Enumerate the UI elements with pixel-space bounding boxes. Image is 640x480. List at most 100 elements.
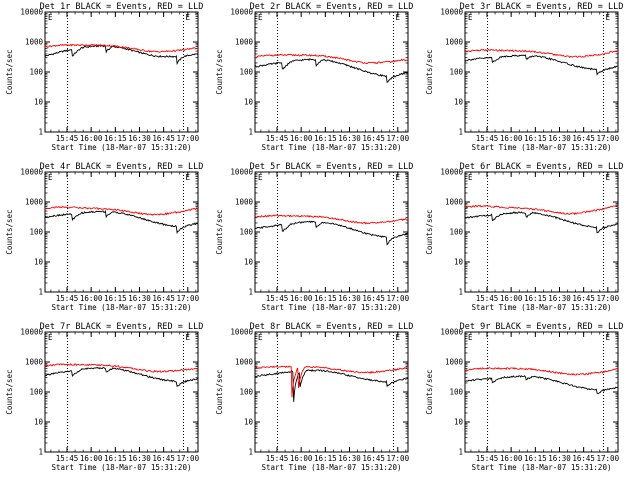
x-tick-label: 16:45: [152, 134, 175, 143]
x-tick-label: 17:00: [387, 454, 410, 463]
x-axis-label: Start Time (18-Mar-07 15:31:20): [52, 463, 192, 472]
y-tick-label: 1000: [25, 38, 44, 47]
marker-label: E: [258, 173, 263, 182]
x-axis-label: Start Time (18-Mar-07 15:31:20): [52, 143, 192, 152]
y-tick-label: 10000: [20, 8, 43, 17]
x-tick-label: 16:30: [338, 134, 361, 143]
x-tick-label: 15:45: [476, 134, 499, 143]
x-axis-label: Start Time (18-Mar-07 15:31:20): [52, 303, 192, 312]
x-tick-label: 16:00: [500, 454, 523, 463]
series-line-lld: [44, 43, 199, 53]
series-line-lld: [44, 362, 199, 373]
x-tick-label: 16:15: [524, 134, 547, 143]
y-tick-label: 100: [29, 228, 43, 237]
x-tick-label: 17:00: [177, 294, 200, 303]
x-tick-label: 16:00: [500, 134, 523, 143]
y-axis-label: Counts/sec: [215, 369, 224, 414]
series-line-events: [254, 220, 409, 246]
x-tick-label: 17:00: [177, 454, 200, 463]
x-tick-label: 15:45: [476, 454, 499, 463]
x-tick-label: 16:45: [362, 134, 385, 143]
x-tick-label: 16:00: [80, 454, 103, 463]
x-tick-label: 17:00: [597, 294, 620, 303]
y-tick-label: 10: [454, 418, 464, 427]
series-line-lld: [464, 204, 619, 216]
y-axis-label: Counts/sec: [215, 209, 224, 254]
y-tick-label: 10000: [440, 8, 463, 17]
x-tick-label: 15:45: [476, 294, 499, 303]
y-tick-label: 100: [449, 228, 463, 237]
y-tick-label: 100: [239, 388, 253, 397]
x-axis-label: Start Time (18-Mar-07 15:31:20): [262, 303, 402, 312]
y-axis-label: Counts/sec: [5, 209, 14, 254]
y-tick-label: 1000: [445, 358, 464, 367]
y-tick-label: 10: [454, 98, 464, 107]
marker-label: E: [186, 333, 191, 342]
y-tick-label: 1000: [445, 38, 464, 47]
y-tick-label: 1: [248, 128, 253, 137]
x-tick-label: 16:15: [524, 294, 547, 303]
x-tick-label: 16:15: [524, 454, 547, 463]
y-tick-label: 1000: [235, 198, 254, 207]
y-tick-label: 1: [458, 288, 463, 297]
chart-title: Det 3r BLACK = Events, RED = LLD: [460, 2, 624, 12]
x-tick-label: 16:15: [104, 134, 127, 143]
y-tick-label: 10: [34, 258, 44, 267]
x-tick-label: 16:00: [500, 294, 523, 303]
series-line-events: [464, 54, 619, 76]
x-tick-label: 16:45: [362, 454, 385, 463]
y-tick-label: 10: [244, 98, 254, 107]
y-axis-label: Counts/sec: [215, 49, 224, 94]
y-tick-label: 10000: [230, 168, 253, 177]
y-axis-label: Counts/sec: [425, 49, 434, 94]
x-tick-label: 17:00: [177, 134, 200, 143]
y-tick-label: 1: [248, 448, 253, 457]
x-axis-label: Start Time (18-Mar-07 15:31:20): [262, 143, 402, 152]
marker-label: E: [396, 173, 401, 182]
y-tick-label: 10: [244, 418, 254, 427]
marker-label: E: [606, 333, 611, 342]
chart-panel-9: Det 9r BLACK = Events, RED = LLD 1 10 100 10…: [425, 322, 623, 472]
y-tick-label: 1000: [25, 198, 44, 207]
x-tick-label: 15:45: [266, 454, 289, 463]
y-tick-label: 1: [38, 288, 43, 297]
series-line-lld: [44, 205, 198, 216]
y-tick-label: 1000: [235, 358, 254, 367]
marker-label: E: [186, 13, 191, 22]
y-tick-label: 1: [458, 128, 463, 137]
y-axis-label: Counts/sec: [425, 369, 434, 414]
y-tick-label: 100: [239, 68, 253, 77]
y-tick-label: 10: [34, 98, 44, 107]
x-tick-label: 16:45: [152, 454, 175, 463]
series-line-events: [464, 375, 619, 394]
marker-label: E: [468, 333, 473, 342]
marker-label: E: [606, 13, 611, 22]
y-tick-label: 10000: [440, 328, 463, 337]
marker-label: E: [258, 13, 263, 22]
marker-label: E: [48, 173, 53, 182]
x-tick-label: 16:30: [548, 294, 571, 303]
x-tick-label: 16:30: [128, 454, 151, 463]
y-tick-label: 1: [38, 448, 43, 457]
chart-panel-4: Det 4r BLACK = Events, RED = LLD 1 10 100 10…: [5, 162, 203, 312]
chart-title: Det 6r BLACK = Events, RED = LLD: [460, 162, 624, 172]
y-tick-label: 10000: [440, 168, 463, 177]
x-tick-label: 15:45: [266, 134, 289, 143]
y-tick-label: 1: [248, 288, 253, 297]
y-tick-label: 100: [449, 388, 463, 397]
x-tick-label: 15:45: [56, 134, 79, 143]
y-tick-label: 100: [239, 228, 253, 237]
x-tick-label: 16:30: [338, 294, 361, 303]
chart-panel-1: Det 1r BLACK = Events, RED = LLD 1 10 100 10…: [5, 2, 203, 152]
x-tick-label: 16:00: [290, 454, 313, 463]
y-tick-label: 1: [458, 448, 463, 457]
chart-title: Det 8r BLACK = Events, RED = LLD: [250, 322, 414, 332]
x-tick-label: 16:30: [548, 454, 571, 463]
y-tick-label: 10000: [230, 328, 253, 337]
x-tick-label: 17:00: [387, 294, 410, 303]
chart-panel-2: Det 2r BLACK = Events, RED = LLD 1 10 100 10…: [215, 2, 413, 152]
x-tick-label: 16:00: [80, 134, 103, 143]
x-tick-label: 15:45: [266, 294, 289, 303]
x-axis-label: Start Time (18-Mar-07 15:31:20): [472, 463, 612, 472]
marker-label: E: [186, 173, 191, 182]
